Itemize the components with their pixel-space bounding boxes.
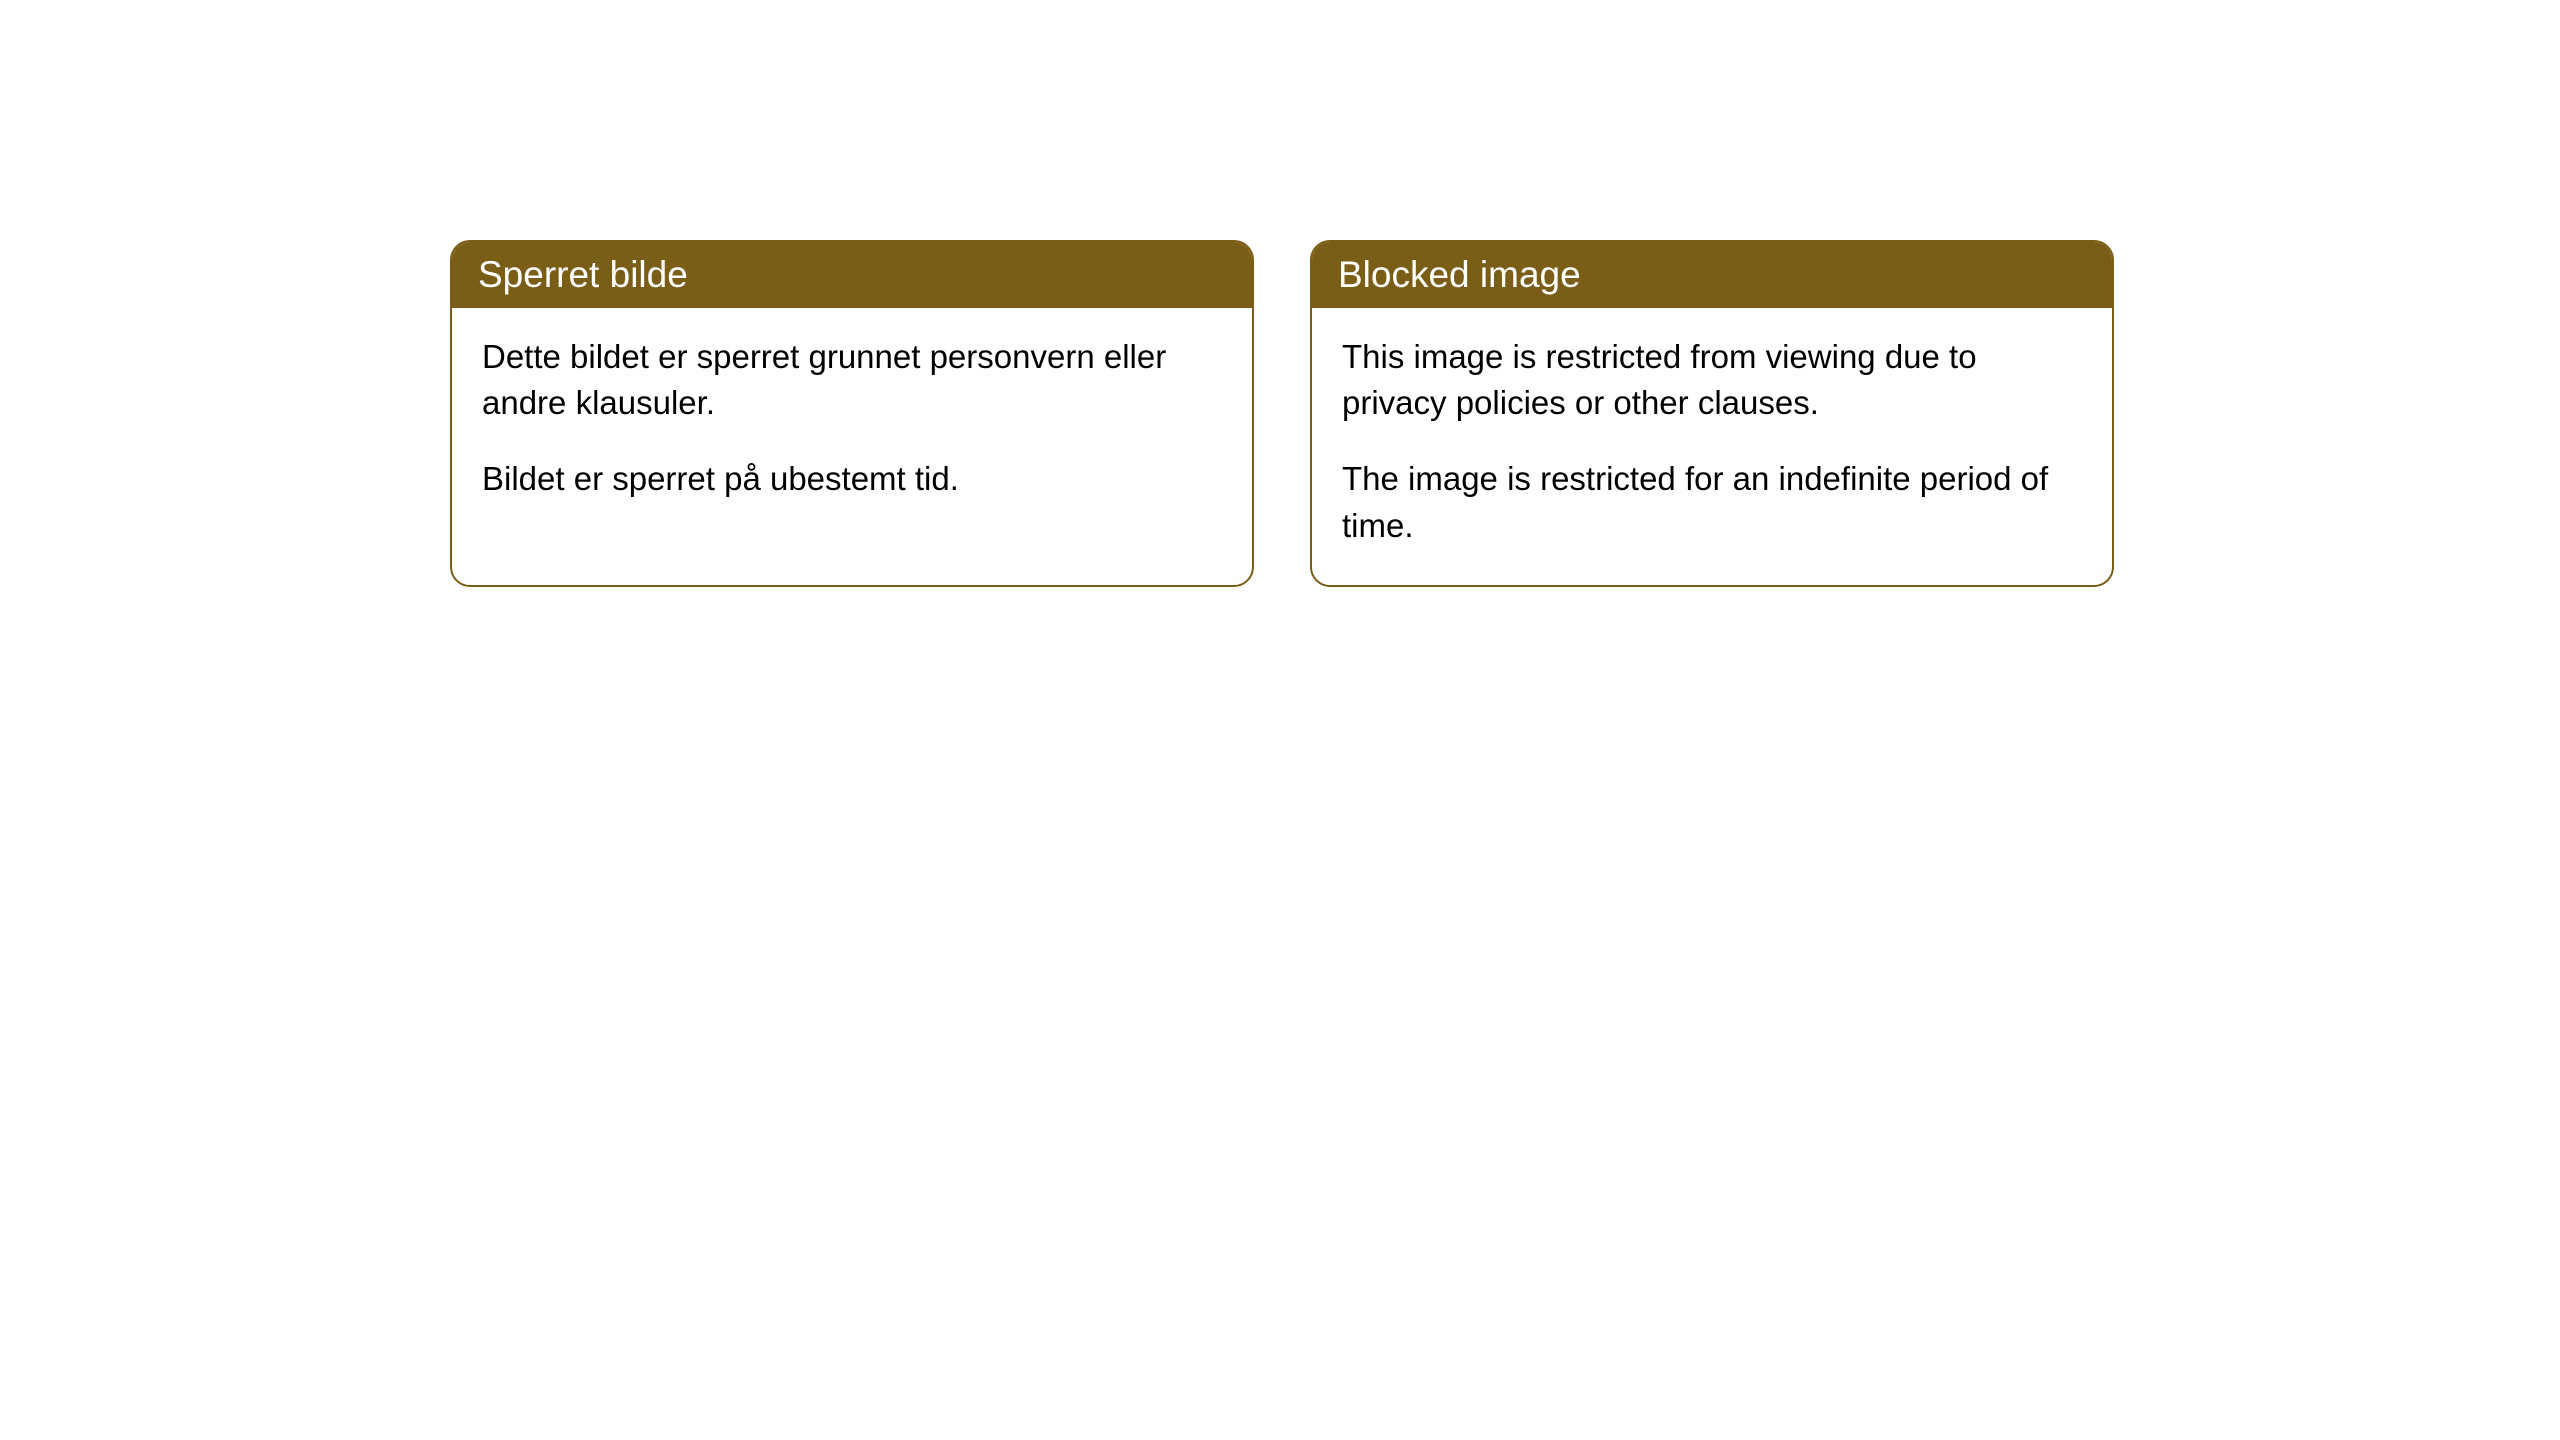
card-container: Sperret bilde Dette bildet er sperret gr… <box>0 0 2560 587</box>
blocked-image-card-norwegian: Sperret bilde Dette bildet er sperret gr… <box>450 240 1254 587</box>
card-header: Sperret bilde <box>452 242 1252 308</box>
card-title: Blocked image <box>1338 254 1581 295</box>
card-paragraph: This image is restricted from viewing du… <box>1342 334 2082 426</box>
card-title: Sperret bilde <box>478 254 688 295</box>
card-header: Blocked image <box>1312 242 2112 308</box>
card-paragraph: Bildet er sperret på ubestemt tid. <box>482 456 1222 502</box>
blocked-image-card-english: Blocked image This image is restricted f… <box>1310 240 2114 587</box>
card-paragraph: The image is restricted for an indefinit… <box>1342 456 2082 548</box>
card-body: Dette bildet er sperret grunnet personve… <box>452 308 1252 539</box>
card-paragraph: Dette bildet er sperret grunnet personve… <box>482 334 1222 426</box>
card-body: This image is restricted from viewing du… <box>1312 308 2112 585</box>
